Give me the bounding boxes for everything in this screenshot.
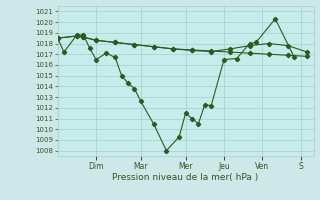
X-axis label: Pression niveau de la mer( hPa ): Pression niveau de la mer( hPa ) (112, 173, 259, 182)
